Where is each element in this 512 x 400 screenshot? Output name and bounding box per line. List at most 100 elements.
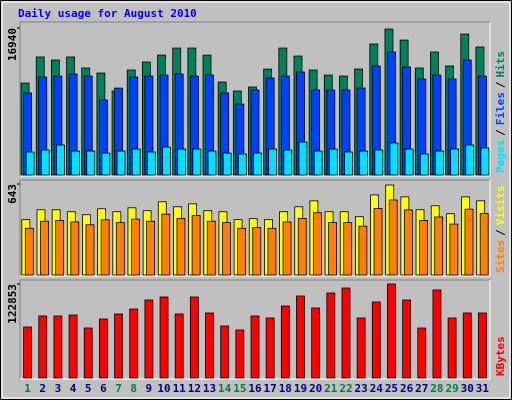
legend-entry: Sites (494, 240, 507, 273)
bar (434, 216, 444, 276)
x-tick-label: 10 (157, 382, 170, 395)
legend-entry: Files (494, 92, 507, 125)
bar (176, 217, 186, 276)
legend: KBytes (494, 336, 507, 376)
chart-title: Daily usage for August 2010 (18, 7, 197, 20)
bar (177, 148, 187, 176)
bar (280, 305, 290, 379)
legend-entry: KBytes (494, 336, 507, 376)
x-tick-label: 26 (400, 382, 414, 395)
x-tick-label: 20 (309, 382, 322, 395)
bar (205, 312, 214, 379)
bar (235, 329, 245, 379)
bar (313, 150, 323, 176)
legend-separator: / (494, 129, 507, 136)
bar (252, 227, 262, 276)
bar (206, 220, 216, 276)
bar (358, 225, 368, 276)
x-tick-label: 24 (370, 382, 384, 395)
x-tick-label: 28 (430, 382, 443, 395)
bar (38, 315, 48, 379)
bar (86, 150, 96, 176)
bar (237, 153, 247, 176)
bar (207, 150, 217, 176)
bar (435, 150, 444, 176)
bar (356, 317, 366, 379)
x-tick-label: 5 (85, 382, 92, 395)
bar (250, 315, 260, 379)
bar (53, 315, 63, 379)
y-tick-label: 16940 (6, 28, 19, 61)
bar (100, 219, 110, 276)
bar (222, 152, 232, 176)
bar (25, 151, 35, 176)
bar (56, 144, 65, 176)
bar (298, 141, 308, 176)
legend-separator: / (494, 81, 507, 88)
legend: Pages / Files / Hits (494, 51, 507, 173)
bar (388, 199, 398, 276)
x-tick-label: 30 (461, 382, 474, 395)
bar (71, 150, 80, 176)
bar (40, 220, 49, 276)
x-tick-label: 4 (70, 382, 77, 395)
bar (83, 327, 93, 379)
bar (70, 221, 80, 276)
bar (220, 325, 230, 379)
x-tick-label: 1 (24, 382, 31, 395)
x-tick-label: 7 (115, 382, 122, 395)
bar (253, 152, 262, 176)
x-tick-label: 23 (355, 382, 368, 395)
bar (189, 296, 199, 379)
bar (389, 142, 399, 176)
x-tick-label: 12 (188, 382, 201, 395)
x-tick-label: 19 (294, 382, 307, 395)
bar (24, 227, 34, 276)
bar (403, 209, 413, 276)
bar (312, 212, 322, 276)
x-tick-label: 9 (146, 382, 153, 395)
bar (326, 292, 336, 379)
x-tick-label: 25 (385, 382, 398, 395)
bar (328, 148, 338, 176)
legend-separator: / (494, 229, 507, 236)
legend-entry: Pages (494, 140, 507, 173)
bar (328, 222, 337, 276)
x-tick-label: 3 (55, 382, 62, 395)
bar (267, 227, 277, 276)
bar (371, 301, 381, 379)
x-tick-label: 11 (173, 382, 187, 395)
bar (129, 308, 139, 379)
x-tick-label: 17 (264, 382, 277, 395)
bar (40, 149, 50, 176)
bar (98, 318, 108, 379)
bar (447, 317, 457, 379)
bar (283, 149, 293, 176)
bar (237, 227, 246, 276)
bar (159, 296, 169, 379)
bar (419, 153, 429, 176)
bar (462, 312, 472, 379)
bar (162, 146, 171, 176)
x-tick-label: 8 (130, 382, 137, 395)
bar (101, 152, 111, 176)
bar (419, 220, 428, 276)
y-tick-label: 643 (6, 184, 19, 204)
bar (68, 314, 78, 379)
legend-entry: Visits (494, 186, 507, 226)
bar (450, 148, 459, 176)
x-tick-label: 31 (476, 382, 490, 395)
bar (344, 151, 353, 176)
bar (479, 213, 489, 276)
legend: Sites / Visits (494, 186, 507, 274)
bar (114, 313, 123, 379)
bar (55, 220, 65, 276)
bar (116, 150, 126, 176)
bar (131, 218, 140, 276)
x-tick-label: 16 (248, 382, 262, 395)
bar (402, 299, 412, 379)
x-tick-label: 27 (415, 382, 428, 395)
bar (297, 217, 307, 276)
bar (174, 313, 184, 379)
